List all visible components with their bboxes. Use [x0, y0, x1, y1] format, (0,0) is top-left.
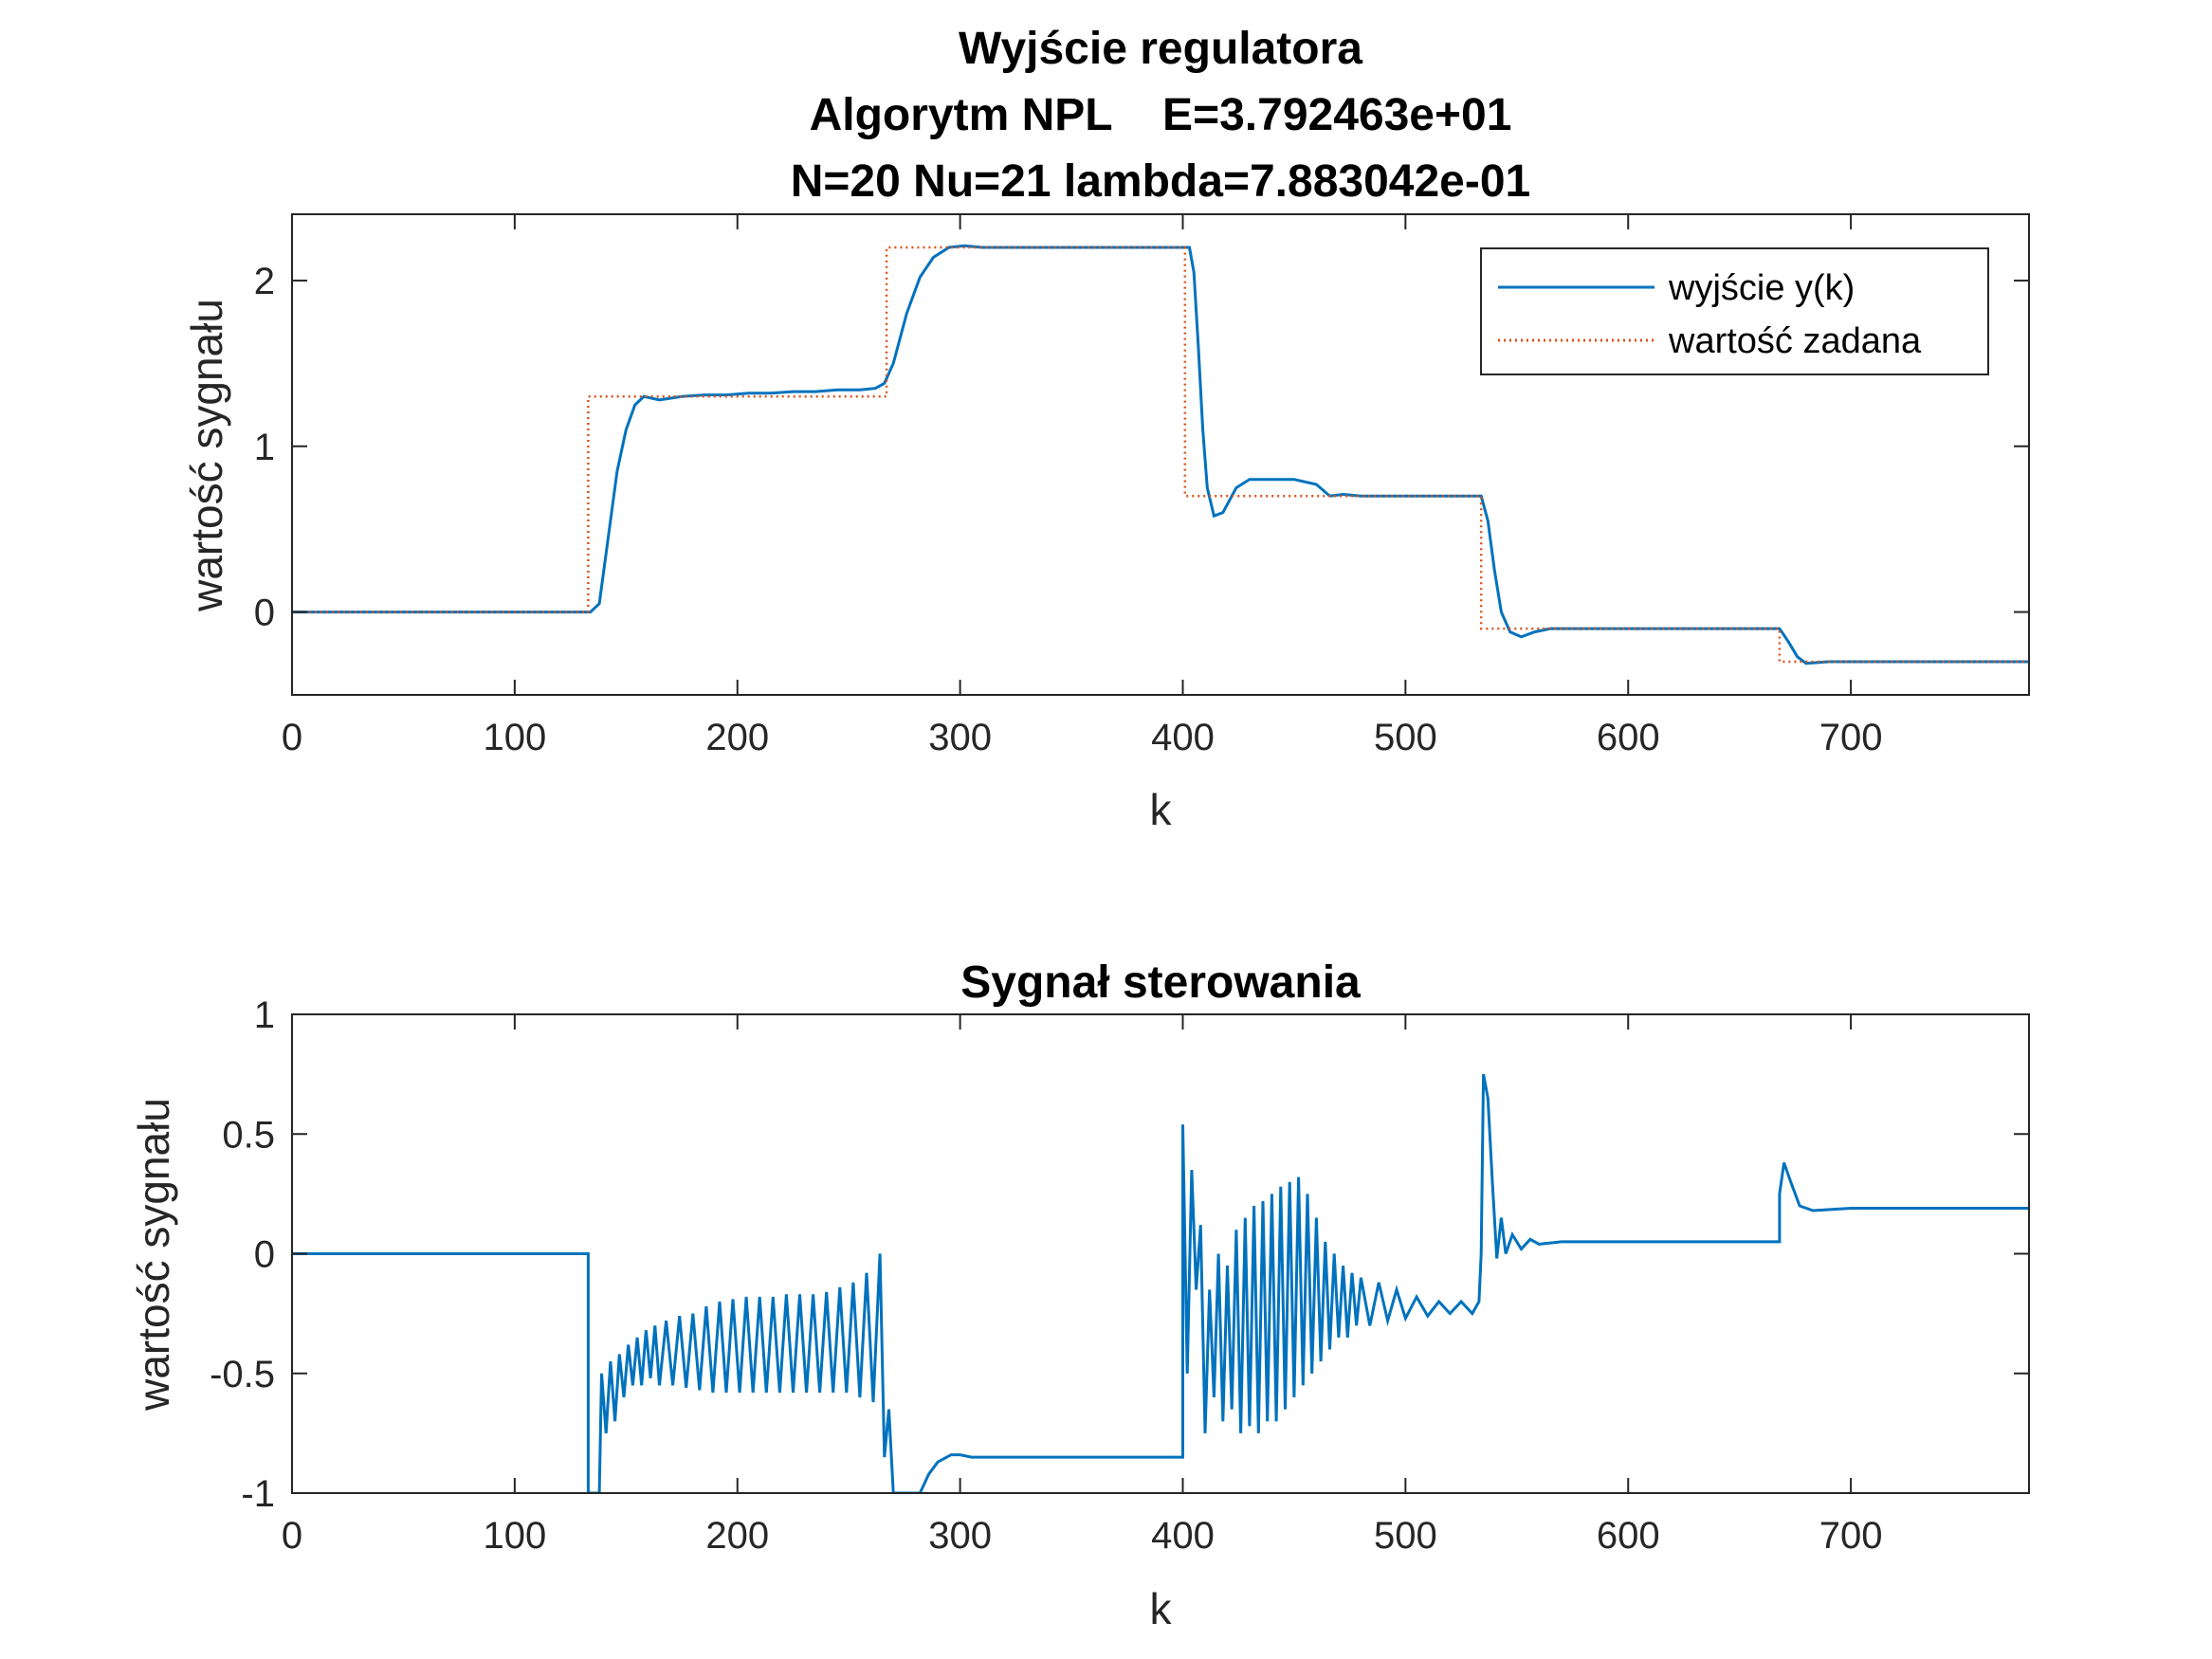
control-plot-x-tick-label: 700	[1819, 1515, 1883, 1557]
output-plot-x-tick-label: 600	[1597, 717, 1660, 758]
output-plot-x-tick-label: 700	[1819, 717, 1883, 758]
control-plot-x-tick-label: 0	[282, 1515, 302, 1557]
control-plot-y-tick-label: -1	[241, 1473, 275, 1515]
output-plot-x-tick-label: 300	[928, 717, 992, 758]
control-plot-y-tick-label: 0	[254, 1234, 275, 1276]
control-plot-ylabel: wartość sygnału	[129, 1098, 178, 1412]
control-plot-y-ticks: -1 -0.5 0 0.5 1	[210, 994, 2029, 1515]
control-plot-x-ticks: 0 100 200 300 400 500 600 700	[282, 1014, 1883, 1557]
control-plot-x-tick-label: 500	[1374, 1515, 1437, 1557]
control-plot-x-tick-label: 300	[928, 1515, 992, 1557]
output-plot-y-tick-label: 1	[254, 427, 275, 468]
control-plot-series-0	[292, 1073, 2029, 1493]
output-plot-title-line-1: Wyjście regulatora	[959, 24, 1362, 74]
control-plot-y-tick-label: 0.5	[222, 1114, 275, 1156]
legend-label-setpoint: wartość zadana	[1668, 321, 1922, 361]
output-plot-x-tick-label: 400	[1151, 717, 1215, 758]
control-plot-xlabel: k	[1150, 1584, 1173, 1633]
control-plot: Sygnał sterowania 0 100 200 300 400 500 600 700…	[129, 957, 2030, 1633]
output-plot-title-line-3: N=20 Nu=21 lambda=7.883042e-01	[791, 156, 1531, 207]
output-plot-axes-box	[291, 213, 2030, 696]
control-plot-y-tick-label: -0.5	[210, 1354, 275, 1395]
legend: wyjście y(k) wartość zadana	[1480, 247, 1989, 375]
output-plot-lines	[292, 244, 2029, 665]
output-plot-xlabel: k	[1150, 785, 1173, 834]
output-plot-series-0	[292, 244, 2029, 665]
output-plot-y-tick-label: 2	[254, 261, 275, 302]
control-plot-title: Sygnał sterowania	[960, 957, 1361, 1008]
output-plot-x-ticks: 0 100 200 300 400 500 600 700	[282, 214, 1883, 758]
control-plot-x-tick-label: 600	[1597, 1515, 1660, 1557]
output-plot-title-line-2: Algorytm NPL E=3.792463e+01	[810, 90, 1512, 140]
output-plot-y-tick-label: 0	[254, 592, 275, 634]
control-plot-x-tick-label: 200	[705, 1515, 769, 1557]
control-plot-x-tick-label: 400	[1151, 1515, 1215, 1557]
legend-label-output: wyjście y(k)	[1668, 268, 1855, 308]
legend-box	[1480, 247, 1989, 375]
output-plot-x-tick-label: 500	[1374, 717, 1437, 758]
control-plot-x-tick-label: 100	[483, 1515, 546, 1557]
output-plot-x-tick-label: 200	[705, 717, 769, 758]
control-plot-lines	[292, 1073, 2029, 1493]
output-plot-y-ticks: 0 1 2	[254, 261, 2029, 634]
output-plot: Wyjście regulatora Algorytm NPL E=3.7924…	[182, 24, 2030, 834]
output-plot-x-tick-label: 0	[282, 717, 302, 758]
control-plot-y-tick-label: 1	[254, 994, 275, 1036]
output-plot-ylabel: wartość sygnału	[182, 299, 231, 612]
output-plot-x-tick-label: 100	[483, 717, 546, 758]
